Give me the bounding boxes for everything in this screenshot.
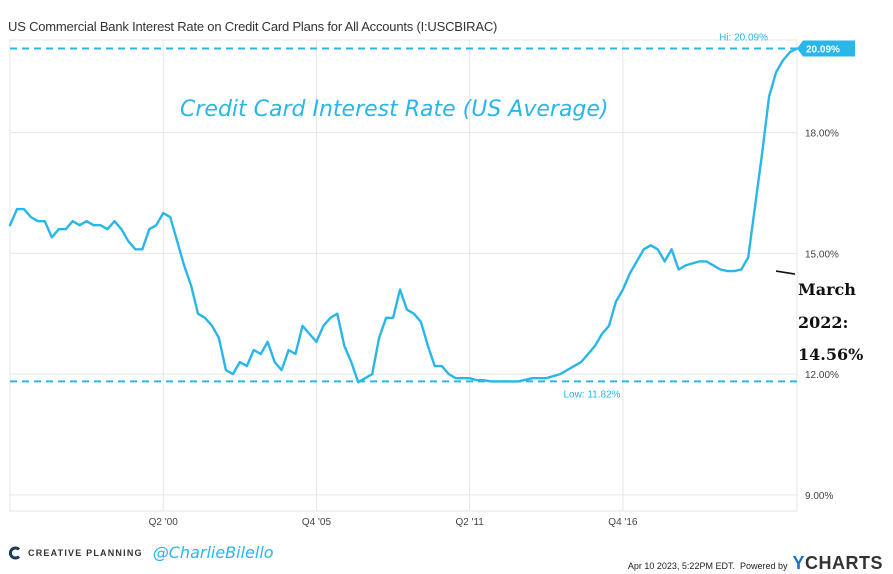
creative-planning-logo-icon (9, 546, 21, 559)
footer-right: Apr 10 2023, 5:22PM EDT. Powered by YCHA… (628, 553, 883, 574)
ycharts-logo: YCHARTS (792, 553, 883, 574)
ycharts-logo-text: CHARTS (805, 553, 883, 573)
y-tick-label: 9.00% (805, 491, 833, 502)
plot-frame (9, 39, 798, 512)
reference-lines: Hi: 20.09% Low: 11.82% (10, 32, 797, 400)
y-tick-label: 18.00% (805, 129, 839, 140)
author-handle: @CharlieBilello (152, 543, 274, 562)
footer-left: CREATIVE PLANNING @CharlieBilello (8, 543, 274, 562)
series-line (8, 47, 799, 384)
x-tick-label: Q4 '05 (302, 517, 332, 528)
x-tick-label: Q2 '00 (149, 517, 179, 528)
grid (9, 39, 798, 512)
low-label: Low: 11.82% (563, 389, 620, 400)
callout-line-3: 14.56% (798, 345, 864, 364)
badge-label: 20.09% (806, 44, 840, 55)
callout-line-1: March (798, 280, 856, 299)
x-tick-label: Q2 '11 (455, 517, 484, 528)
chart-annotation: Credit Card Interest Rate (US Average) (180, 97, 609, 122)
ycharts-logo-y: Y (792, 553, 805, 573)
x-tick-label: Q4 '16 (608, 517, 638, 528)
hi-label: Hi: 20.09% (719, 32, 768, 43)
callout-pointer (775, 270, 796, 275)
y-tick-label: 12.00% (805, 370, 839, 381)
timestamp: Apr 10 2023, 5:22PM EDT. (627, 561, 735, 571)
brand-name: CREATIVE PLANNING (28, 547, 143, 558)
hi-value-badge: 20.09% (797, 40, 855, 57)
axis-ticks: 9.00% 12.00% 15.00% 18.00% Q2 '00 Q4 '05 Q2 '1… (149, 129, 839, 528)
chart-title: US Commercial Bank Interest Rate on Cred… (8, 19, 498, 34)
badge-shape (797, 40, 855, 57)
callout-line-2: 2022: (798, 313, 849, 332)
y-tick-label: 15.00% (805, 249, 839, 260)
powered-by-label: Powered by (739, 561, 788, 571)
